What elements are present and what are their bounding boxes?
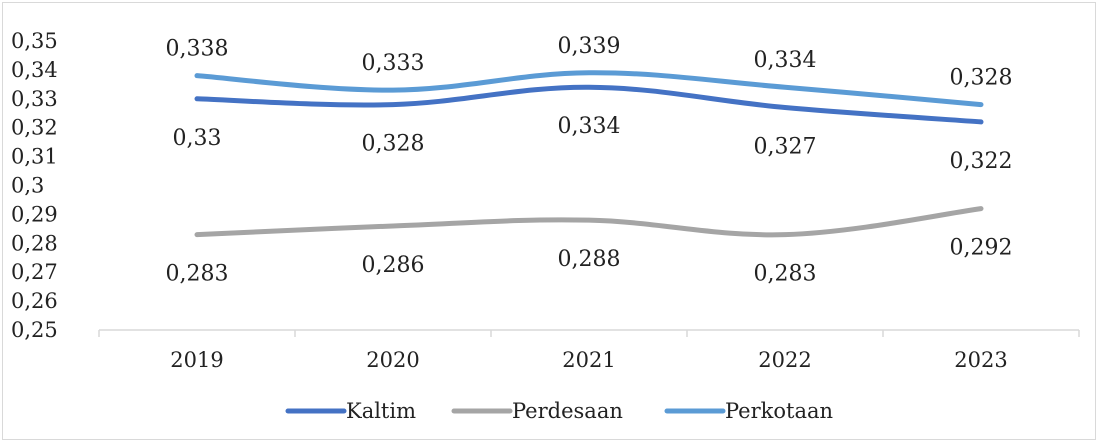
chart-frame: 0,25 0,26 0,27 0,28 0,29 0,3 0,31 0,32 0,33 0,34 0… (2, 2, 1096, 440)
y-tick-label: 0,26 (11, 289, 58, 313)
data-label-kaltim: 0,33 (173, 126, 222, 151)
line-chart: 0,25 0,26 0,27 0,28 0,29 0,3 0,31 0,32 0,33 0,34 0… (11, 29, 1080, 423)
x-tick-label: 2019 (170, 348, 223, 372)
x-axis: 2019 2020 2021 2022 2023 (98, 329, 1080, 372)
x-tick-label: 2022 (758, 348, 811, 372)
data-label-kaltim: 0,328 (362, 132, 425, 157)
data-label-kaltim: 0,322 (950, 149, 1013, 174)
series-line-perkotaan (194, 70, 984, 108)
data-label-kaltim: 0,334 (558, 114, 621, 139)
data-label-perkotaan: 0,338 (166, 37, 229, 62)
legend-label-perdesaan: Perdesaan (512, 399, 623, 423)
y-tick-label: 0,32 (11, 116, 58, 140)
data-label-perkotaan: 0,339 (558, 34, 621, 59)
data-label-perdesaan: 0,288 (558, 247, 621, 272)
data-label-perkotaan: 0,334 (754, 48, 817, 73)
y-tick-label: 0,27 (11, 260, 58, 284)
data-label-perkotaan: 0,333 (362, 51, 425, 76)
y-tick-label: 0,3 (11, 174, 44, 198)
y-tick-label: 0,33 (11, 87, 58, 111)
y-axis: 0,25 0,26 0,27 0,28 0,29 0,3 0,31 0,32 0,33 0,34 0… (11, 29, 58, 342)
series-lines (194, 70, 984, 238)
x-tick-label: 2023 (954, 348, 1007, 372)
data-labels: 0,33 0,328 0,334 0,327 0,322 0,283 0,286 0,288 0… (166, 34, 1013, 287)
y-tick-label: 0,28 (11, 231, 58, 255)
data-label-perdesaan: 0,283 (754, 262, 817, 287)
series-line-perdesaan (194, 206, 984, 238)
y-tick-label: 0,31 (11, 145, 58, 169)
data-label-perdesaan: 0,286 (362, 253, 425, 278)
y-tick-label: 0,29 (11, 202, 58, 226)
x-tick-label: 2021 (562, 348, 615, 372)
series-line-kaltim (194, 84, 984, 125)
y-tick-label: 0,25 (11, 318, 58, 342)
y-tick-label: 0,34 (11, 58, 58, 82)
x-tick-label: 2020 (366, 348, 419, 372)
legend-label-perkotaan: Perkotaan (725, 399, 833, 423)
data-label-perdesaan: 0,283 (166, 262, 229, 287)
legend-label-kaltim: Kaltim (346, 399, 416, 423)
data-label-perkotaan: 0,328 (950, 66, 1013, 91)
data-label-perdesaan: 0,292 (950, 236, 1013, 261)
legend: Kaltim Perdesaan Perkotaan (285, 399, 833, 423)
y-tick-label: 0,35 (11, 29, 58, 53)
data-label-kaltim: 0,327 (754, 134, 817, 159)
